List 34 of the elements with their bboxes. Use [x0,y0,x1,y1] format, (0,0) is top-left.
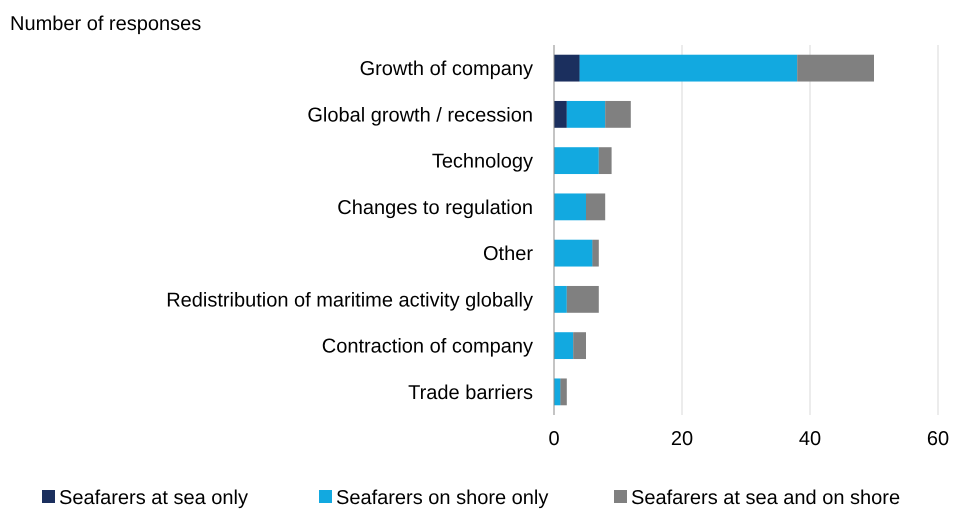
bar [580,54,798,82]
bar [592,240,599,267]
legend-label: Seafarers at sea and on shore [631,487,900,509]
bar [554,54,580,82]
bar [554,286,567,313]
legend-label: Seafarers on shore only [336,487,548,509]
bar [554,378,560,406]
bar [554,147,599,174]
bar [573,332,586,360]
y-tick-label: Redistribution of maritime activity globally [166,289,533,312]
y-tick-label: Technology [432,150,533,173]
bar [554,100,567,128]
y-tick-label: Global growth / recession [307,104,533,126]
bar [598,147,612,174]
x-tick-label: 0 [548,428,560,450]
y-tick-label: Trade barriers [408,382,533,404]
legend-label: Seafarers at sea only [59,487,248,509]
y-tick-label: Changes to regulation [337,196,533,219]
y-tick-label: Contraction of company [322,336,533,358]
y-tick-label: Other [482,243,534,266]
x-tick-label: 60 [926,428,950,450]
bar [560,378,567,406]
bar [554,240,592,267]
y-tick-label: Growth of company [360,58,533,80]
bar [797,54,874,82]
x-tick-label: 40 [798,428,822,450]
bar [586,193,606,220]
x-axis-title: Number of responses [10,13,202,35]
x-tick-label: 20 [670,428,694,450]
bar [554,193,586,220]
bar [566,286,599,313]
bar [566,100,606,128]
bar [554,332,574,360]
bar [605,100,631,128]
